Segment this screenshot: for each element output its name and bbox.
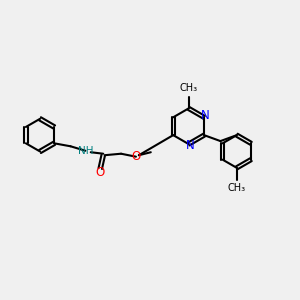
Text: NH: NH: [78, 146, 93, 156]
Text: CH₃: CH₃: [180, 83, 198, 93]
Text: CH₃: CH₃: [228, 183, 246, 193]
Text: N: N: [186, 139, 194, 152]
Text: N: N: [201, 109, 210, 122]
Text: O: O: [96, 166, 105, 178]
Text: O: O: [131, 150, 140, 163]
